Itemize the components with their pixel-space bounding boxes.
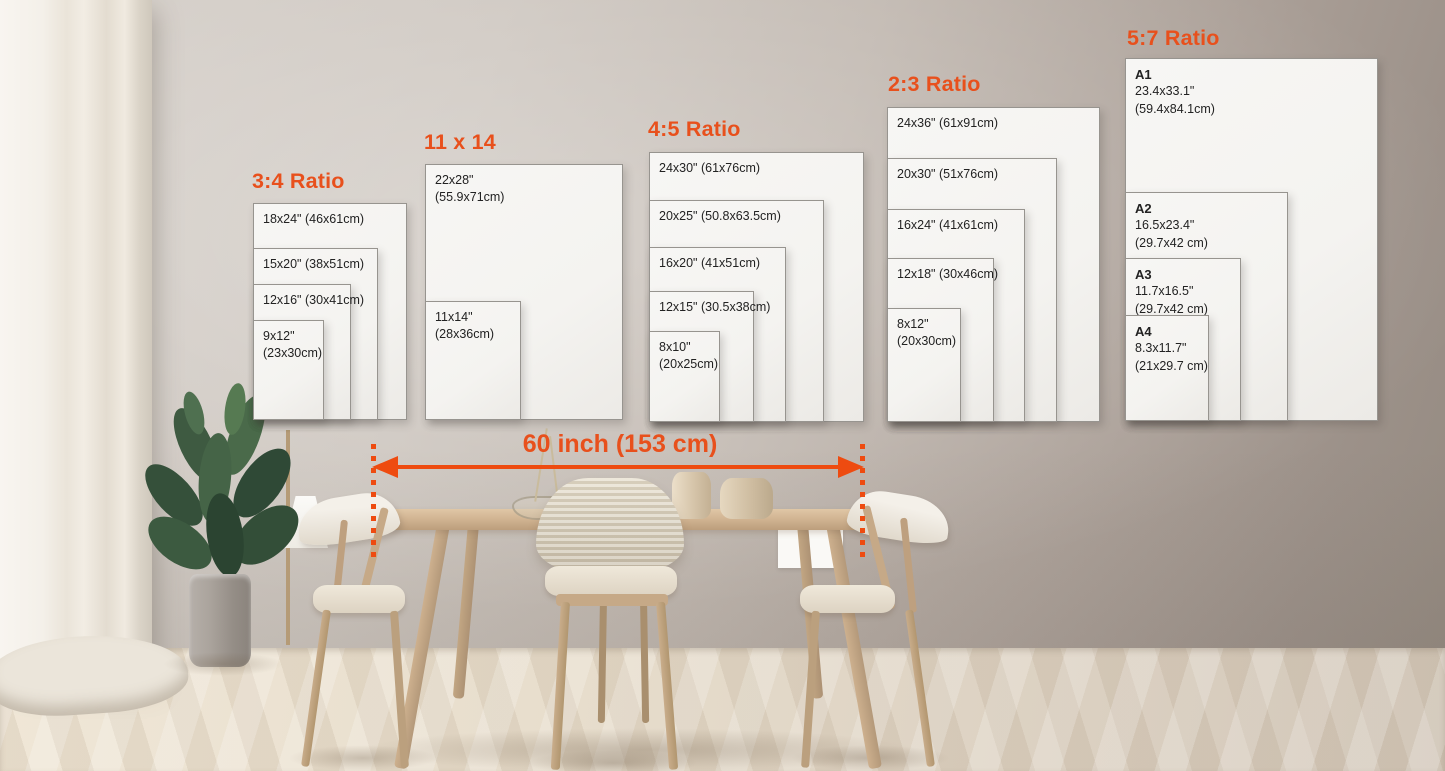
chair-seat [545,566,677,596]
group-title: 4:5 Ratio [648,117,741,141]
dimension-arrow-line [395,465,841,469]
dimension-label: 60 inch (153 cm) [522,430,718,458]
size-box-label: 16x24" (41x61cm) [897,218,999,232]
dashed-extent-right [860,444,865,562]
size-box-label: 22x28" (55.9x71cm) [435,173,505,205]
size-group-size-11x14: 11 x 14 22x28" (55.9x71cm) 11x14" (28x36cm) [424,130,623,420]
size-group-ratio-4-5: 4:5 Ratio 24x30" (61x76cm) 20x25" (50.8x63… [648,117,864,422]
size-box-label: 24x36" (61x91cm) [897,116,999,130]
group-title: 5:7 Ratio [1127,26,1220,50]
size-group-ratio-2-3: 2:3 Ratio 24x36" (61x91cm) 20x30" (51x76cm… [887,72,1100,422]
ceramic-vase [720,478,773,519]
size-box-label: 11x14" (28x36cm) [435,310,495,342]
chair-backrest [536,478,684,572]
size-box: 8x12" (20x30cm) [887,308,961,422]
size-box-label: 20x25" (50.8x63.5cm) [659,209,781,223]
size-box-label: A2 16.5x23.4" (29.7x42 cm) [1135,201,1208,250]
size-box-label: 16x20" (41x51cm) [659,256,761,270]
size-box-label: 9x12" (23x30cm) [263,329,323,361]
size-box-label: 12x16" (30x41cm) [263,293,365,307]
size-box-label: 24x30" (61x76cm) [659,161,761,175]
size-box-label: A4 8.3x11.7" (21x29.7 cm) [1135,324,1208,373]
ceramic-vase [672,472,711,519]
size-box-label: 15x20" (38x51cm) [263,257,365,271]
wood-floor [0,648,1445,771]
size-box: 8x10" (20x25cm) [649,331,720,422]
size-box-label: A3 11.7x16.5" (29.7x42 cm) [1135,267,1208,316]
chair-shadow [528,750,698,771]
size-group-ratio-3-4: 3:4 Ratio 18x24" (46x61cm) 15x20" (38x51cm… [252,169,407,420]
dashed-extent-left [371,444,376,562]
size-box-label: A1 23.4x33.1" (59.4x84.1cm) [1135,67,1215,116]
chair-frame [556,594,668,606]
group-title: 3:4 Ratio [252,169,345,193]
chair-seat [800,585,895,613]
size-box: A3 11.7x16.5" (29.7x42 cm) [1125,258,1241,421]
size-box: 9x12" (23x30cm) [253,320,324,420]
arrow-right-icon [838,456,864,478]
size-box-label: 8x10" (20x25cm) [659,340,719,372]
size-group-ratio-5-7: 5:7 Ratio A1 23.4x33.1" (59.4x84.1cm) A2 16.5… [1125,26,1378,421]
plant-leaves [145,383,299,589]
plant-pot [189,574,251,667]
size-box-label: 18x24" (46x61cm) [263,212,365,226]
group-title: 11 x 14 [424,130,496,154]
group-title: 2:3 Ratio [888,72,981,96]
plant-shadow [163,652,283,676]
chair-seat [313,585,405,613]
size-box-label: 12x18" (30x46cm) [897,267,999,281]
size-box: 11x14" (28x36cm) [425,301,521,420]
size-box-label: 12x15" (30.5x38cm) [659,300,771,314]
size-box-label: 8x12" (20x30cm) [897,317,957,349]
table-shadow [360,728,920,771]
curtain [0,0,152,700]
size-box: A4 8.3x11.7" (21x29.7 cm) [1125,315,1209,421]
size-box-label: 20x30" (51x76cm) [897,167,999,181]
chair-shadow [288,745,438,771]
arrow-left-icon [372,456,398,478]
